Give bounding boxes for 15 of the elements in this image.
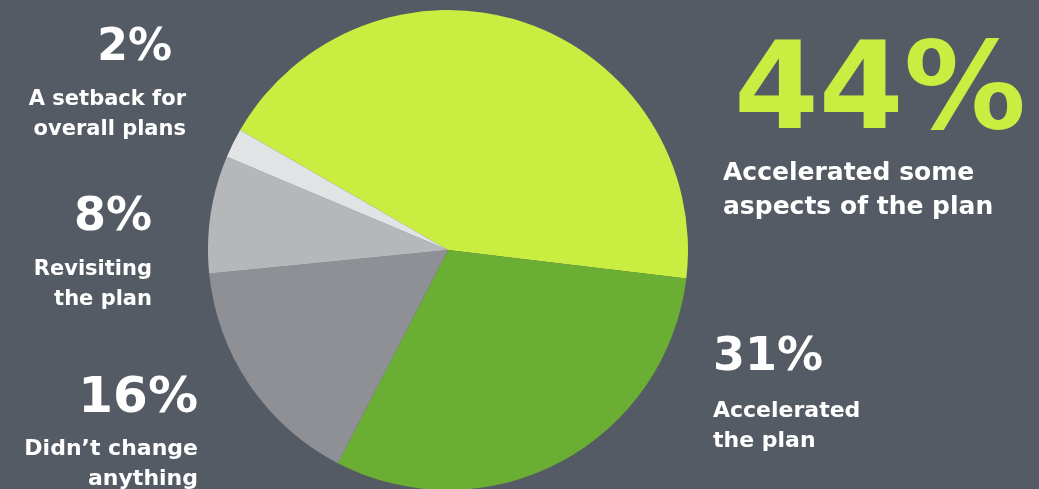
pie-slice bbox=[226, 130, 448, 250]
slice-label: Didn’t change anything bbox=[24, 435, 198, 489]
slice-label: Accelerated the plan bbox=[713, 397, 861, 452]
data-label: 16% bbox=[78, 366, 198, 424]
slice-label: A setback for overall plans bbox=[28, 86, 187, 140]
data-label: 31% bbox=[713, 327, 824, 381]
pie-slice bbox=[240, 10, 688, 279]
slice-label: Revisiting the plan bbox=[33, 256, 152, 310]
pie-slice bbox=[337, 250, 687, 489]
data-label: 8% bbox=[73, 187, 152, 241]
pie-slice bbox=[208, 156, 448, 274]
pie-slice bbox=[209, 250, 448, 464]
data-label: 44% bbox=[733, 15, 1027, 157]
slice-label: Accelerated some aspects of the plan bbox=[723, 157, 994, 220]
data-label: 2% bbox=[97, 19, 172, 70]
